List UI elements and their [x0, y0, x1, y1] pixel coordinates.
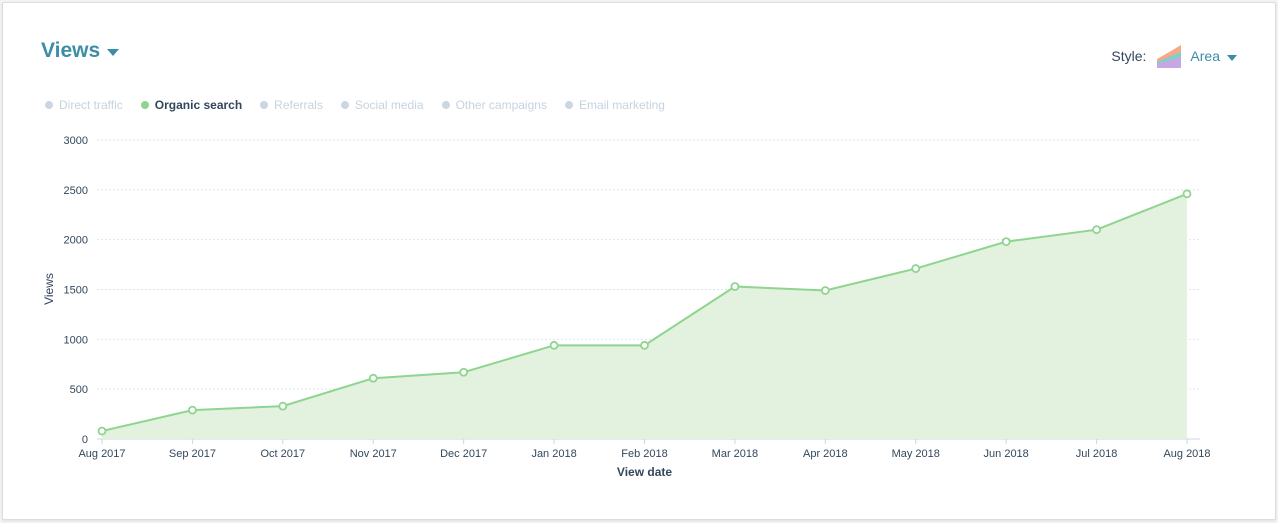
legend-item[interactable]: Email marketing — [564, 98, 665, 112]
x-tick-label: Aug 2018 — [1163, 448, 1210, 460]
legend-label: Email marketing — [578, 98, 665, 112]
data-point — [730, 282, 740, 291]
y-tick-label: 3000 — [64, 135, 88, 147]
legend-item[interactable]: Organic search — [140, 98, 243, 112]
legend-label: Referrals — [274, 98, 323, 112]
legend-dot-icon — [340, 101, 349, 109]
y-tick-label: 1500 — [64, 285, 88, 297]
chevron-down-icon — [107, 49, 120, 56]
data-point — [97, 426, 107, 436]
data-point — [188, 405, 197, 415]
x-tick-label: Feb 2018 — [621, 448, 667, 460]
x-tick-label: Aug 2017 — [78, 448, 125, 460]
legend-label: Other campaigns — [455, 98, 547, 112]
x-tick-label: Oct 2017 — [261, 448, 306, 460]
legend-label: Direct traffic — [59, 98, 123, 112]
y-tick-label: 2000 — [64, 235, 88, 247]
x-axis-title: View date — [617, 465, 672, 479]
legend-dot-icon — [441, 101, 450, 109]
legend-label: Social media — [354, 98, 424, 112]
series-area — [102, 193, 1187, 439]
x-tick-label: Sep 2017 — [169, 448, 216, 460]
data-point — [368, 373, 378, 383]
legend-item[interactable]: Other campaigns — [441, 98, 547, 112]
x-tick-label: May 2018 — [892, 448, 940, 460]
data-point — [1092, 225, 1101, 235]
data-point — [911, 264, 921, 273]
style-value: Area — [1190, 48, 1220, 64]
data-point — [1182, 189, 1192, 199]
legend: Direct traffic Organic search Referrals Soc… — [45, 98, 683, 112]
style-label: Style: — [1111, 48, 1147, 64]
data-point — [640, 340, 649, 350]
data-point — [278, 401, 288, 411]
y-tick-label: 0 — [82, 434, 88, 446]
x-tick-label: Jun 2018 — [984, 448, 1029, 460]
x-tick-label: Nov 2017 — [350, 448, 397, 460]
style-dropdown[interactable]: Area — [1190, 48, 1237, 64]
data-point — [1001, 237, 1011, 247]
style-selector: Style: Area — [1111, 43, 1237, 69]
area-chart-icon — [1157, 45, 1182, 68]
data-point — [459, 367, 469, 377]
x-tick-label: Mar 2018 — [712, 448, 758, 460]
legend-dot-icon — [45, 101, 53, 109]
legend-dot-icon — [260, 101, 269, 109]
views-dropdown[interactable]: Views — [41, 39, 120, 63]
legend-dot-icon — [140, 101, 149, 109]
legend-item[interactable]: Referrals — [260, 98, 323, 112]
legend-label: Organic search — [154, 98, 243, 112]
legend-item[interactable]: Direct traffic — [45, 98, 123, 112]
data-point — [820, 286, 830, 295]
y-axis-title: Views — [42, 273, 56, 305]
x-tick-label: Jan 2018 — [531, 448, 576, 460]
legend-dot-icon — [564, 101, 573, 109]
y-tick-label: 2500 — [64, 185, 88, 197]
legend-item[interactable]: Social media — [340, 98, 424, 112]
data-point — [549, 340, 559, 350]
x-tick-label: Apr 2018 — [803, 448, 848, 460]
y-tick-label: 500 — [70, 384, 88, 396]
chart-title: Views — [41, 39, 101, 62]
y-tick-label: 1000 — [64, 334, 88, 346]
x-tick-label: Jul 2018 — [1076, 448, 1118, 460]
x-tick-label: Dec 2017 — [440, 448, 487, 460]
chevron-down-icon — [1227, 54, 1237, 61]
